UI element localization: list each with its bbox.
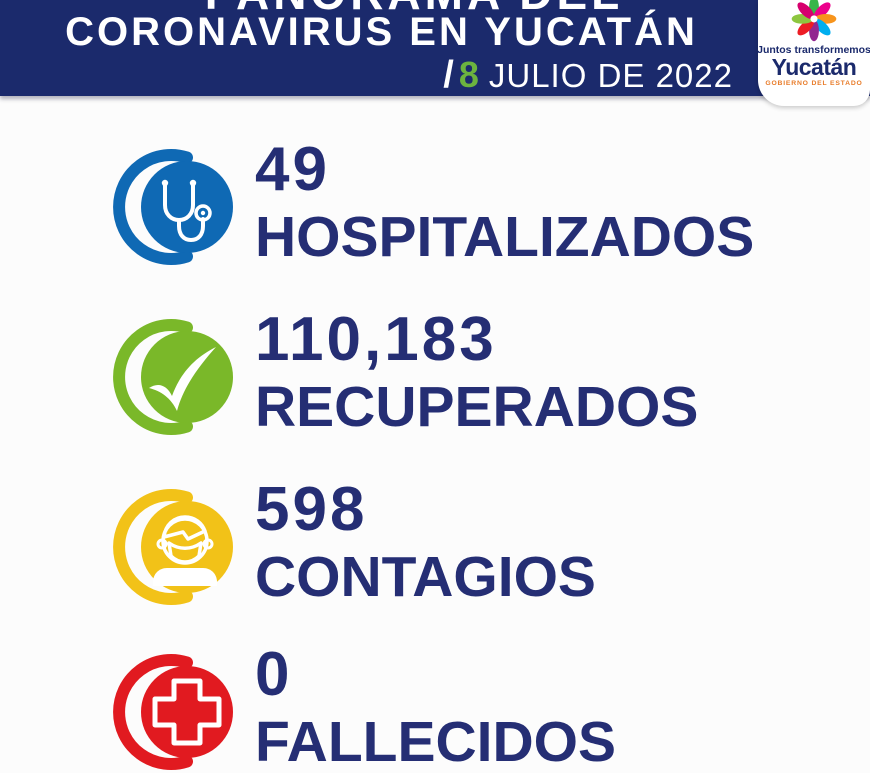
masked-person-icon [113,489,233,605]
stat-value-contagios: 598 [255,475,368,544]
logo-name: Yucatán [771,54,857,80]
stat-row-hospitalizados: 49 HOSPITALIZADOS [113,139,853,269]
logo-tagline: Juntos transformemos [758,44,870,56]
header-date: /8 JULIO DE 2022 [443,54,733,96]
header-title: CORONAVIRUS EN YUCATÁN [65,10,698,54]
stat-label-recuperados: RECUPERADOS [255,375,699,439]
stat-value-recuperados: 110,183 [255,305,497,374]
stat-row-recuperados: 110,183 RECUPERADOS [113,309,853,439]
medical-cross-icon [113,654,233,770]
checkmark-icon [113,319,233,435]
stat-label-fallecidos: FALLECIDOS [255,710,617,773]
stat-label-contagios: CONTAGIOS [255,545,596,609]
stat-value-hospitalizados: 49 [255,135,330,204]
date-text: JULIO DE 2022 [488,57,733,94]
stethoscope-icon [113,149,233,265]
stat-label-hospitalizados: HOSPITALIZADOS [255,205,755,269]
header-band: PANORAMA DEL CORONAVIRUS EN YUCATÁN /8JU… [0,0,870,96]
yucatan-emblem-icon [791,0,837,42]
stat-row-contagios: 598 CONTAGIOS [113,479,853,609]
logo-subtext: GOBIERNO DEL ESTADO [765,80,863,87]
government-logo-card: Juntos transformemos Yucatán GOBIERNO DE… [758,0,870,106]
header-supertitle: PANORAMA DEL [64,0,764,16]
stat-row-fallecidos: 0 FALLECIDOS [113,644,853,773]
date-slash: / [443,54,454,96]
stat-value-fallecidos: 0 [255,640,293,709]
date-day: 8 [458,54,479,95]
